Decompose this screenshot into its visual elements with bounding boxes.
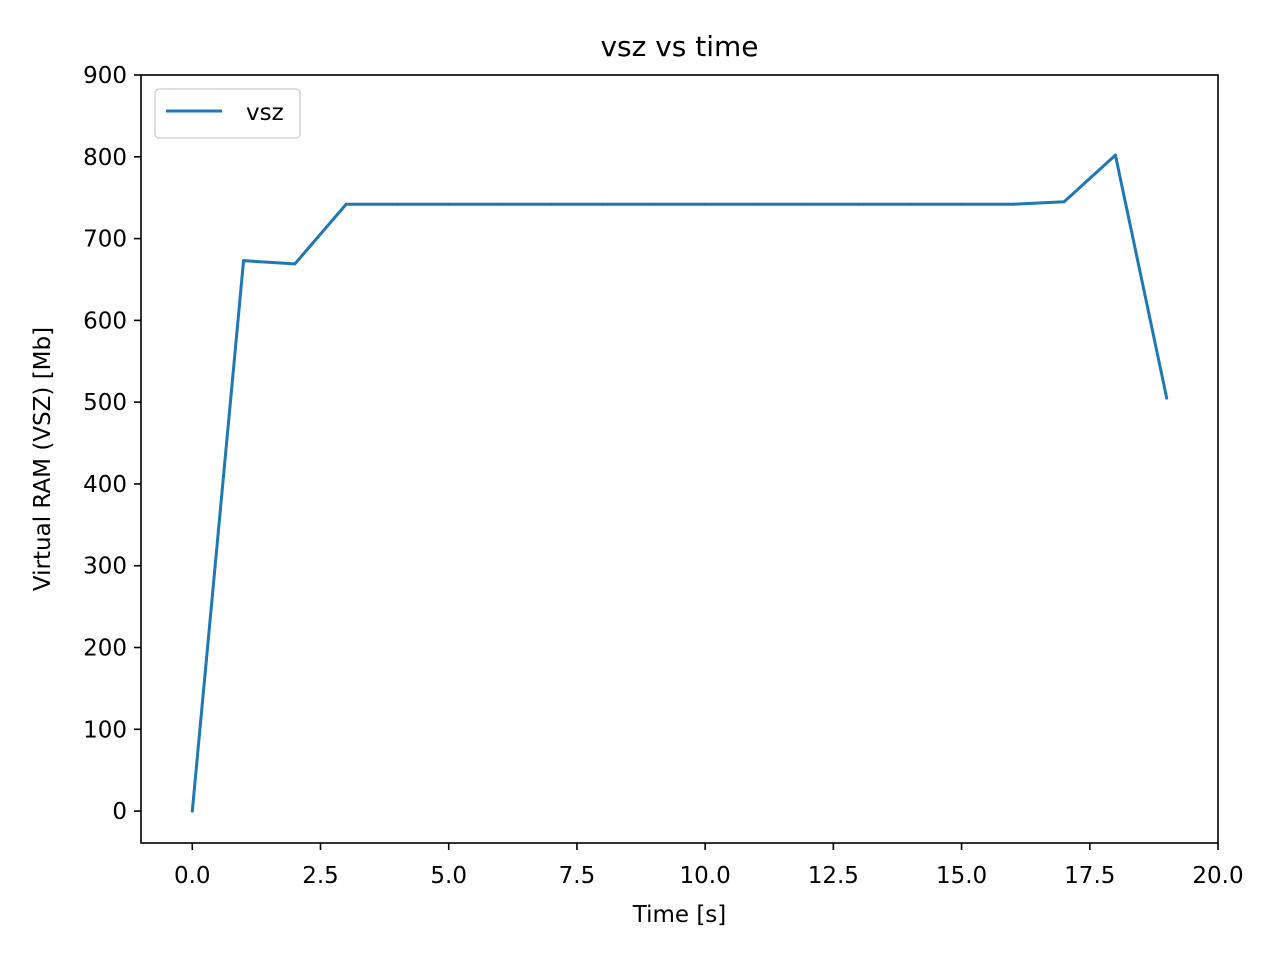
series-line-vsz	[190, 153, 1169, 812]
y-tick-label: 300	[83, 554, 127, 580]
data-point	[293, 262, 297, 266]
data-point	[908, 202, 912, 206]
y-tick-label: 200	[83, 636, 127, 662]
data-point	[344, 202, 348, 206]
data-point	[652, 202, 656, 206]
x-tick-label: 15.0	[936, 863, 987, 889]
data-point	[601, 202, 605, 206]
y-axis-ticks: 0 100 200 300 400 500 600 700 800 900	[83, 63, 141, 825]
x-tick-label: 20.0	[1192, 863, 1243, 889]
y-tick-label: 700	[83, 227, 127, 253]
y-tick-label: 800	[83, 145, 127, 171]
y-tick-label: 500	[83, 390, 127, 416]
data-point	[1113, 153, 1117, 157]
data-point	[190, 809, 194, 813]
data-point	[754, 202, 758, 206]
data-point	[857, 202, 861, 206]
x-tick-label: 17.5	[1064, 863, 1115, 889]
plot-area	[141, 75, 1218, 843]
x-tick-label: 2.5	[302, 863, 339, 889]
data-point	[498, 202, 502, 206]
legend-label-vsz: vsz	[246, 100, 284, 126]
x-tick-label: 5.0	[430, 863, 467, 889]
data-point	[1062, 200, 1066, 204]
x-tick-label: 10.0	[680, 863, 731, 889]
y-axis-label: Virtual RAM (VSZ) [Mb]	[30, 327, 56, 591]
y-tick-label: 100	[83, 717, 127, 743]
x-tick-label: 7.5	[559, 863, 596, 889]
legend-box	[154, 88, 301, 139]
legend: vsz	[154, 88, 301, 139]
data-point	[1165, 396, 1169, 400]
data-point	[395, 202, 399, 206]
y-tick-label: 400	[83, 472, 127, 498]
data-point	[1011, 202, 1015, 206]
data-point	[242, 259, 246, 263]
data-point	[703, 202, 707, 206]
x-tick-label: 0.0	[174, 863, 211, 889]
y-tick-label: 0	[112, 799, 127, 825]
y-tick-label: 900	[83, 63, 127, 89]
series-layer	[190, 153, 1169, 813]
y-tick-label: 600	[83, 308, 127, 334]
data-point	[549, 202, 553, 206]
axes-frame	[140, 74, 1219, 844]
x-axis-label: Time [s]	[632, 902, 727, 928]
data-point	[960, 202, 964, 206]
x-axis-ticks: 0.0 2.5 5.0 7.5 10.0 12.5 15.0 17.5 20.0	[174, 843, 1244, 889]
data-point	[447, 202, 451, 206]
data-point	[806, 202, 810, 206]
chart-title: vsz vs time	[600, 30, 758, 63]
x-tick-label: 12.5	[808, 863, 859, 889]
